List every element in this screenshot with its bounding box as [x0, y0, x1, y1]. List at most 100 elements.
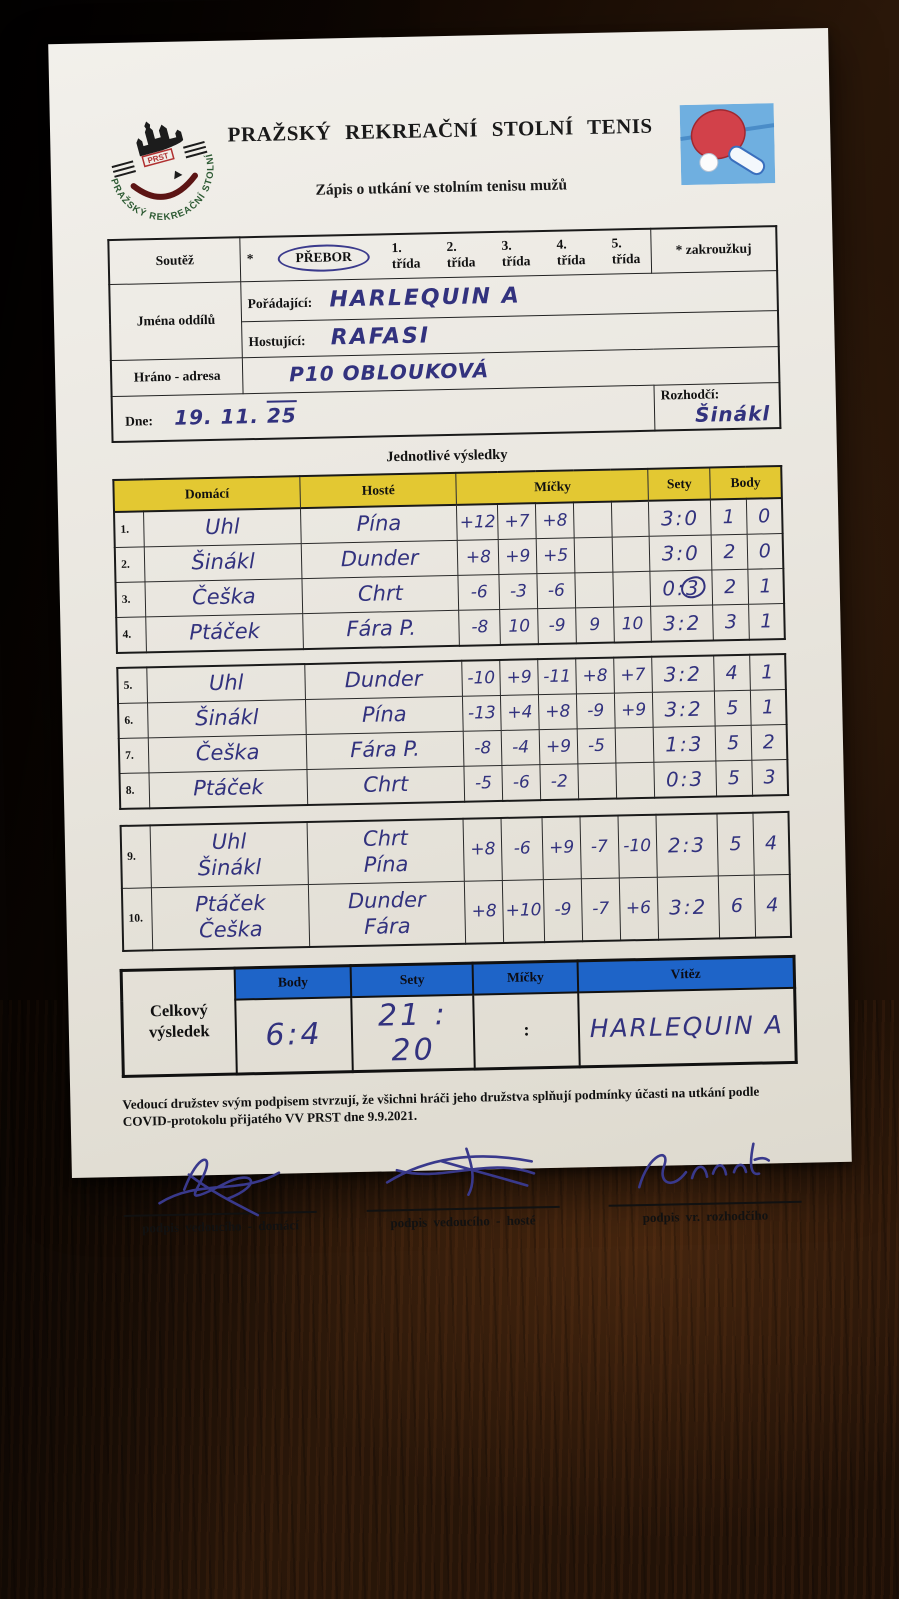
col-header-sety: Sety [648, 467, 711, 501]
ball-score-3: +5 [536, 537, 575, 574]
date-value: 19. 11. 25 [174, 399, 298, 429]
home-captain-signature [158, 1158, 281, 1217]
ball-score-3: +8 [538, 693, 578, 730]
ball-score-5: +6 [618, 876, 659, 941]
match-number: 6. [118, 702, 149, 738]
guest-player-name: Dunder Fára [308, 880, 466, 947]
running-points-home: 5 [715, 759, 753, 796]
ball-score-3: +9 [542, 815, 582, 880]
team-names-label: Jména oddílů [109, 281, 243, 361]
ball-score-4: -7 [579, 815, 619, 879]
col-header-micky: Míčky [456, 468, 649, 505]
referee-signature [637, 1142, 771, 1189]
running-points-home: 4 [713, 654, 750, 691]
ball-score-2: 10 [499, 608, 539, 645]
summary-header-vitez: Vítěz [577, 955, 795, 992]
ball-score-4 [574, 571, 614, 608]
ball-score-5 [615, 761, 655, 799]
ball-score-1: -8 [463, 729, 503, 766]
referee-value: Šinákl [694, 400, 771, 427]
class-option-3: 3. třída [501, 237, 531, 270]
sets-score: 3:0 [649, 534, 712, 571]
ball-score-4: +8 [575, 657, 615, 694]
ball-score-1: -8 [459, 608, 501, 646]
home-player-name: Češka [145, 578, 303, 617]
guest-team-label: Hostující: [248, 332, 306, 349]
results-table-singles-2: 5. Uhl Dunder -10 +9 -11 +8 +7 3:2 4 1 6. Šinákl Pína… [116, 652, 790, 810]
ball-score-5: +7 [613, 656, 653, 693]
logo-swoosh [130, 172, 199, 200]
signature-block-home: podpis vedoucího - domácí [117, 1157, 324, 1237]
ball-score-1: +8 [457, 538, 500, 575]
sets-score: 3:2 [656, 875, 720, 940]
guest-player-name: Dunder [304, 660, 463, 700]
ball-score-3: +8 [535, 501, 575, 539]
col-header-hoste: Hosté [299, 472, 457, 508]
ball-score-5: -10 [617, 814, 657, 878]
running-points-guest: 1 [749, 688, 787, 725]
home-player-name: Ptáček [149, 769, 308, 808]
results-table-singles-1: Domácí Hosté Míčky Sety Body 1. Uhl Pína +1… [112, 464, 786, 654]
home-player-name: Ptáček Češka [151, 884, 310, 950]
home-team-label: Pořádající: [247, 294, 313, 311]
running-points-home: 2 [711, 568, 749, 605]
match-number: 2. [114, 546, 146, 583]
match-number: 5. [117, 666, 148, 703]
ball-score-2: -3 [499, 573, 538, 609]
ball-score-5: +9 [614, 691, 654, 728]
venue-value: P10 OBLOUKOVÁ [288, 358, 490, 387]
running-points-home: 5 [717, 812, 755, 876]
ball-score-2: -6 [502, 764, 541, 801]
sets-score: 3:2 [652, 690, 715, 727]
home-player-name: Ptáček [145, 613, 304, 652]
castle-silhouette [136, 121, 184, 157]
class-option-1: 1. třída [391, 240, 421, 272]
class-option-2: 2. třída [446, 239, 476, 271]
sets-score: 2:3 [655, 812, 719, 877]
running-points-guest: 2 [750, 723, 788, 760]
ball-score-3: -11 [537, 657, 577, 695]
summary-winner-value: HARLEQUIN A [577, 987, 797, 1067]
match-number: 3. [115, 581, 146, 617]
sets-score: 0:3 [653, 760, 717, 798]
ball-score-4 [574, 536, 613, 573]
class-option-5: 5. třída [611, 235, 641, 267]
match-number: 4. [116, 616, 147, 653]
sets-score: 0:3 [650, 569, 713, 606]
ball-score-4: -5 [577, 727, 616, 764]
match-number: 7. [118, 737, 150, 773]
guest-player-name: Chrt [306, 765, 465, 805]
guest-player-name: Fára P. [302, 609, 460, 649]
covid-declaration-text: Vedoucí družstev svým podpisem stvrzují,… [122, 1083, 760, 1130]
ball-score-4: 9 [575, 606, 614, 643]
ball-score-2: +7 [497, 502, 537, 539]
col-header-body: Body [709, 465, 782, 500]
guest-player-name: Pína [305, 695, 464, 735]
running-points-guest: 0 [746, 533, 784, 569]
signature-block-referee: podpis vr. rozhodčího [602, 1142, 809, 1227]
ball-score-4 [577, 762, 617, 799]
summary-sety-value: 21 : 20 [351, 994, 476, 1072]
running-points-guest: 3 [751, 758, 789, 796]
running-points-guest: 4 [752, 811, 790, 875]
summary-header-body: Body [234, 965, 352, 1000]
signatures-row: podpis vedoucího - domácí podpis vedoucí… [117, 1142, 809, 1237]
running-points-home: 5 [714, 689, 751, 726]
table-tennis-paddle-icon [679, 103, 776, 186]
ball-score-5 [612, 570, 652, 607]
running-points-guest: 4 [754, 873, 792, 938]
ball-score-3: +9 [539, 728, 578, 765]
ball-score-1: -13 [462, 694, 502, 731]
match-number: 10. [121, 887, 154, 951]
running-points-guest: 1 [747, 568, 785, 604]
venue-label: Hráno - adresa [110, 357, 244, 397]
ball-score-1: +8 [463, 817, 503, 881]
running-points-guest: 1 [748, 603, 785, 640]
ball-score-2: +10 [502, 879, 545, 943]
sheet-header: PRST PRAŽSKÝ REKREAČNÍ STOLNÍ TENIS PRAŽ… [48, 28, 831, 239]
match-row-10: 10. Ptáček Češka Dunder Fára +8 +10 -9 -7 +6 3:2… [121, 873, 792, 951]
signature-block-guest: podpis vedoucího - hosté [359, 1147, 566, 1232]
referee-label: Rozhodčí: [660, 385, 720, 403]
ball-score-5 [611, 535, 651, 572]
